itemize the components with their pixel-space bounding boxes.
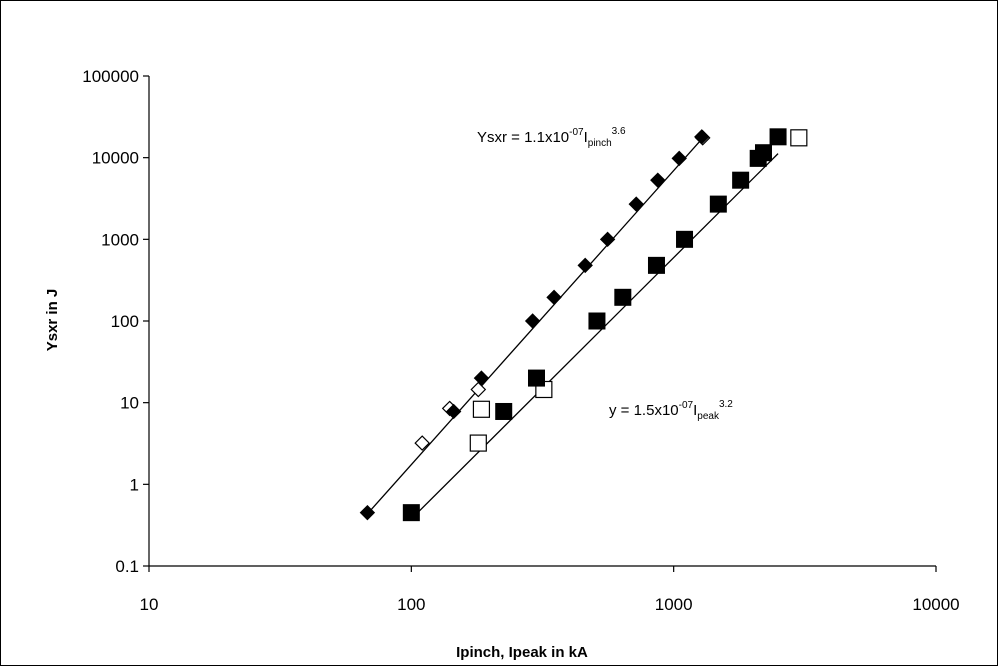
filled-square-marker [676, 230, 694, 248]
fit-equation-pinch-power: 3.6 [612, 126, 626, 137]
filled-diamond-marker [546, 289, 562, 306]
filled-square-marker [769, 128, 787, 146]
y-tick-label: 100000 [82, 67, 139, 86]
filled-square-marker [588, 312, 606, 330]
filled-square-marker [732, 171, 750, 189]
filled-square-marker [527, 369, 545, 387]
x-tick-label: 10000 [912, 595, 959, 614]
filled-diamond-marker [628, 196, 644, 212]
open-diamond-marker [414, 435, 431, 451]
x-tick-label: 10 [140, 595, 159, 614]
x-tick-label: 100 [397, 595, 425, 614]
y-tick-label: 1 [130, 475, 139, 494]
fit-equation-peak: y = 1.5x10-07Ipeak3.2 [609, 399, 733, 422]
fit-equation-peak-power: 3.2 [719, 399, 733, 410]
filled-square-marker [402, 504, 420, 522]
filled-diamond-marker [524, 313, 541, 329]
filled-diamond-marker [671, 150, 687, 167]
filled-diamond-marker [445, 403, 462, 420]
open-square-marker [472, 400, 491, 418]
fit-equation-peak-var: I [693, 402, 697, 419]
fit-equation-pinch-prefix: Ysxr = 1.1x10 [477, 129, 569, 146]
filled-square-marker [614, 288, 632, 306]
fit-equation-pinch-coef-exp: -07 [569, 127, 584, 138]
fit-equation-pinch-var: I [584, 129, 588, 146]
data-markers [359, 128, 808, 522]
filled-diamond-marker [577, 257, 593, 274]
y-axis-title: Ysxr in J [44, 289, 61, 352]
y-tick-label: 1000 [101, 230, 139, 249]
fit-equation-pinch-sub: pinch [588, 138, 612, 149]
open-diamond-marker [470, 381, 487, 398]
fit-equation-peak-sub: peak [697, 411, 720, 422]
fit-equation-peak-prefix: y = 1.5x10 [609, 402, 679, 419]
filled-square-marker [754, 144, 772, 162]
x-axis-title: Ipinch, Ipeak in kA [456, 644, 588, 661]
axes: 0.1 1 10 100 1000 10000 100000 10 100 1000 10000 [82, 67, 959, 614]
filled-diamond-marker [359, 504, 376, 521]
y-tick-label: 100 [111, 312, 139, 331]
fit-equation-peak-coef-exp: -07 [679, 400, 694, 411]
fit-line [410, 153, 779, 520]
open-square-marker [469, 434, 487, 452]
filled-diamond-marker [473, 370, 490, 386]
filled-square-marker [495, 402, 513, 420]
x-tick-label: 1000 [655, 595, 693, 614]
filled-square-marker [709, 195, 727, 213]
open-square-marker [790, 129, 808, 147]
y-tick-label: 10000 [92, 149, 139, 168]
y-tick-label: 10 [120, 394, 139, 413]
filled-diamond-marker [694, 129, 710, 145]
filled-square-marker [647, 256, 665, 274]
y-tick-label: 0.1 [115, 557, 139, 576]
fit-equation-pinch: Ysxr = 1.1x10-07Ipinch3.6 [477, 126, 626, 149]
filled-diamond-marker [650, 172, 666, 188]
filled-diamond-marker [599, 231, 616, 248]
